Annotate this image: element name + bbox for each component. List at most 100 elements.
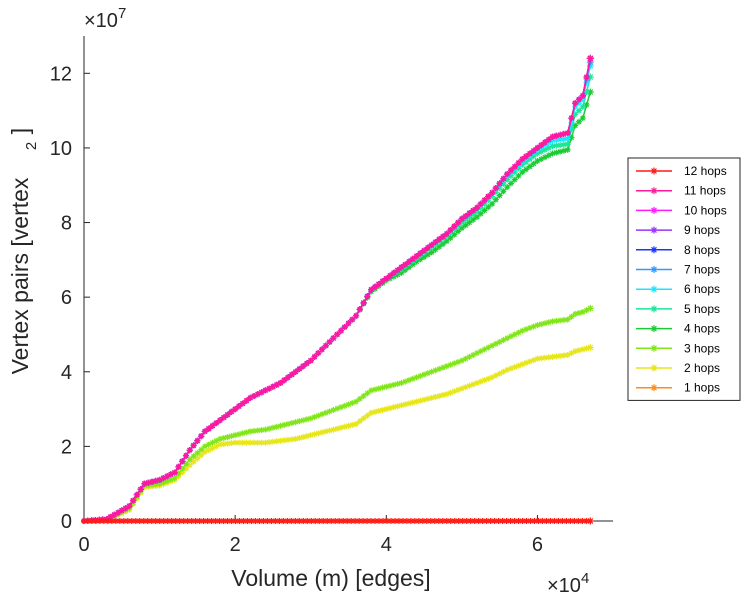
y-axis-label: Vertex pairs [vertex <box>7 177 33 374</box>
data-point <box>519 169 526 176</box>
data-point <box>285 374 292 381</box>
data-point <box>523 518 530 524</box>
data-point <box>492 185 499 192</box>
series-10-hops <box>81 54 594 524</box>
data-point <box>243 397 250 404</box>
data-point <box>485 204 492 211</box>
legend-item-5-hops: 5 hops <box>636 302 720 316</box>
data-point <box>507 180 514 187</box>
data-point <box>307 357 314 364</box>
data-point <box>235 403 242 410</box>
x-tick-label: 2 <box>230 534 241 556</box>
data-point <box>492 196 499 203</box>
data-point <box>458 215 465 222</box>
data-point <box>519 156 526 163</box>
data-point <box>212 518 219 524</box>
legend-label: 8 hops <box>684 243 720 257</box>
data-point <box>650 167 658 175</box>
data-point <box>586 54 594 62</box>
data-point <box>320 518 327 524</box>
data-point <box>232 439 239 446</box>
data-point <box>541 139 548 146</box>
x-tick-label: 0 <box>78 534 89 556</box>
data-point <box>551 518 558 524</box>
data-point <box>198 433 205 440</box>
data-point <box>553 317 560 324</box>
data-point <box>557 317 564 324</box>
data-point <box>466 219 473 226</box>
data-point <box>251 439 258 446</box>
data-point <box>303 360 310 367</box>
data-point <box>375 281 382 288</box>
data-point <box>300 363 307 370</box>
data-point <box>137 486 144 493</box>
series-7-hops <box>81 58 594 524</box>
data-point <box>364 412 371 419</box>
data-point <box>432 246 439 253</box>
data-point <box>443 238 450 245</box>
data-point <box>315 350 322 357</box>
data-point <box>523 153 530 160</box>
data-point <box>341 324 348 330</box>
data-point <box>188 518 195 524</box>
data-point <box>462 222 469 229</box>
series-line <box>83 91 592 522</box>
legend-label: 12 hops <box>684 164 727 178</box>
data-point <box>387 518 394 524</box>
data-point <box>545 136 552 143</box>
data-point <box>481 197 488 204</box>
data-point <box>220 414 227 421</box>
data-point <box>254 439 261 446</box>
legend-item-7-hops: 7 hops <box>636 263 720 277</box>
data-point <box>526 163 533 170</box>
data-point <box>322 342 329 349</box>
legend-label: 4 hops <box>684 322 720 336</box>
data-point <box>239 400 246 407</box>
y-axis-label-close: ] <box>7 128 33 134</box>
data-point <box>194 449 201 456</box>
data-point <box>500 188 507 195</box>
data-point <box>462 213 469 220</box>
data-point <box>650 266 658 273</box>
x-tick-label: 6 <box>532 534 543 556</box>
data-point <box>560 141 567 148</box>
data-point <box>572 122 579 129</box>
data-point <box>534 144 541 151</box>
data-point <box>281 437 288 444</box>
data-point <box>523 166 530 173</box>
y-axis-label-exponent: 2 <box>23 142 40 150</box>
data-point <box>515 172 522 179</box>
data-point <box>353 421 360 427</box>
data-point <box>564 316 571 323</box>
data-point <box>409 255 416 262</box>
data-point <box>391 518 398 524</box>
data-point <box>473 213 480 220</box>
data-point <box>511 163 518 170</box>
data-point <box>194 437 201 444</box>
y-tick-label: 6 <box>61 287 72 309</box>
data-point <box>383 518 390 524</box>
data-point <box>458 225 465 232</box>
data-point <box>507 167 514 174</box>
data-point <box>213 420 220 427</box>
data-point <box>564 135 571 142</box>
data-point <box>175 463 182 470</box>
data-point <box>483 518 490 524</box>
y-multiplier-exponent: 7 <box>118 5 126 22</box>
series-3-hops <box>81 304 594 524</box>
data-point <box>515 159 522 166</box>
data-point <box>583 74 590 81</box>
x-tick-label: 4 <box>381 534 392 556</box>
data-point <box>356 518 363 524</box>
legend-label: 6 hops <box>684 282 720 296</box>
x-multiplier-base: ×10 <box>547 575 581 597</box>
data-point <box>183 461 190 468</box>
axis-ticks: 0 2 4 6 0 2 4 6 8 10 12 <box>50 63 543 556</box>
data-point <box>349 316 356 323</box>
data-point <box>473 204 480 211</box>
data-point <box>568 313 575 320</box>
series-line <box>83 58 592 522</box>
legend-box <box>627 157 741 401</box>
data-point <box>586 344 594 352</box>
